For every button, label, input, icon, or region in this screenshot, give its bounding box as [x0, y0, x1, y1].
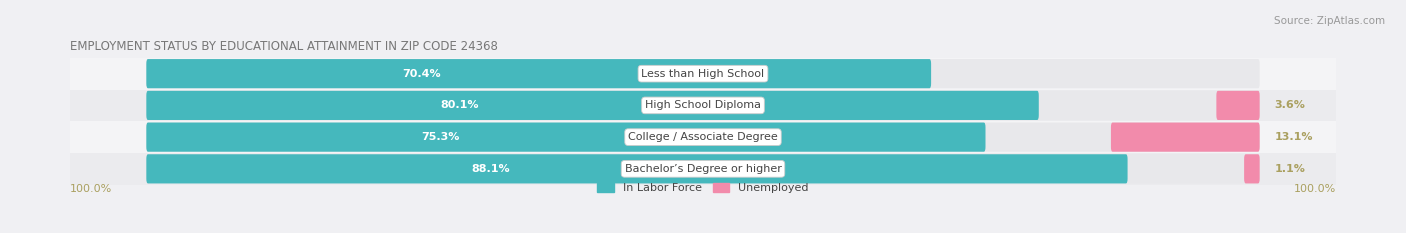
- FancyBboxPatch shape: [146, 154, 1128, 183]
- Text: High School Diploma: High School Diploma: [645, 100, 761, 110]
- Text: Source: ZipAtlas.com: Source: ZipAtlas.com: [1274, 16, 1385, 26]
- Text: Bachelor’s Degree or higher: Bachelor’s Degree or higher: [624, 164, 782, 174]
- Text: Less than High School: Less than High School: [641, 69, 765, 79]
- Text: 70.4%: 70.4%: [402, 69, 441, 79]
- Legend: In Labor Force, Unemployed: In Labor Force, Unemployed: [593, 178, 813, 197]
- Text: 88.1%: 88.1%: [471, 164, 509, 174]
- Bar: [70, 89, 1336, 121]
- Text: College / Associate Degree: College / Associate Degree: [628, 132, 778, 142]
- FancyBboxPatch shape: [1244, 154, 1260, 183]
- FancyBboxPatch shape: [146, 59, 931, 88]
- FancyBboxPatch shape: [1216, 91, 1260, 120]
- Bar: [70, 58, 1336, 89]
- FancyBboxPatch shape: [146, 123, 986, 152]
- FancyBboxPatch shape: [146, 123, 1260, 152]
- Text: 100.0%: 100.0%: [1294, 184, 1336, 194]
- Text: 13.1%: 13.1%: [1275, 132, 1313, 142]
- FancyBboxPatch shape: [146, 91, 1039, 120]
- Text: 100.0%: 100.0%: [70, 184, 112, 194]
- Text: 1.1%: 1.1%: [1275, 164, 1306, 174]
- Text: 3.6%: 3.6%: [1275, 100, 1306, 110]
- FancyBboxPatch shape: [1111, 123, 1260, 152]
- Text: 75.3%: 75.3%: [422, 132, 460, 142]
- FancyBboxPatch shape: [146, 59, 1260, 88]
- Bar: [70, 153, 1336, 185]
- Bar: [70, 121, 1336, 153]
- Text: 80.1%: 80.1%: [440, 100, 478, 110]
- FancyBboxPatch shape: [146, 91, 1260, 120]
- Text: EMPLOYMENT STATUS BY EDUCATIONAL ATTAINMENT IN ZIP CODE 24368: EMPLOYMENT STATUS BY EDUCATIONAL ATTAINM…: [70, 40, 498, 53]
- FancyBboxPatch shape: [146, 154, 1260, 183]
